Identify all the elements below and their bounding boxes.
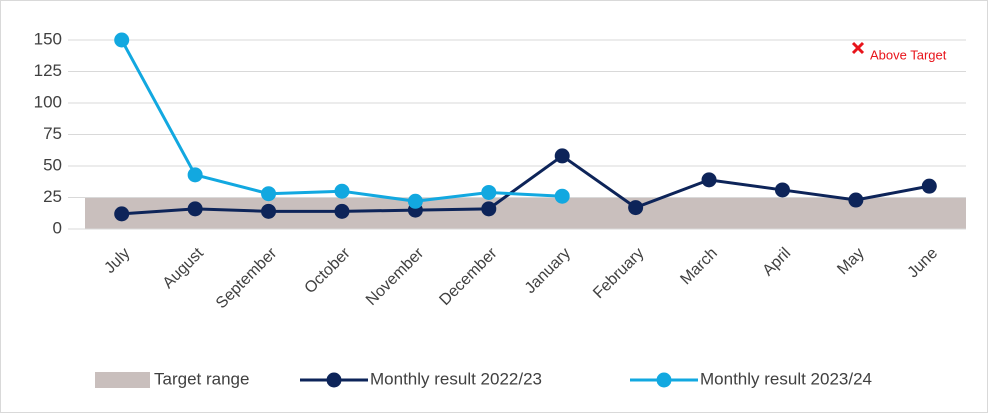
data-point bbox=[187, 167, 203, 183]
legend-label: Monthly result 2022/23 bbox=[370, 369, 542, 388]
data-point bbox=[848, 192, 864, 208]
y-tick-label: 100 bbox=[34, 92, 62, 111]
legend-label: Target range bbox=[154, 369, 249, 388]
annotation-icon bbox=[851, 41, 865, 55]
series-line bbox=[121, 154, 930, 216]
data-point bbox=[407, 193, 423, 209]
y-tick-label: 150 bbox=[34, 29, 62, 48]
y-tick-label: 75 bbox=[43, 124, 62, 143]
data-point bbox=[334, 183, 350, 199]
data-point bbox=[481, 184, 497, 200]
legend-marker bbox=[656, 372, 672, 388]
data-point bbox=[114, 32, 130, 48]
data-point bbox=[334, 203, 350, 219]
y-tick-label: 25 bbox=[43, 187, 62, 206]
data-point bbox=[114, 206, 130, 222]
data-point bbox=[554, 188, 570, 204]
data-point bbox=[554, 148, 570, 164]
data-point bbox=[701, 172, 717, 188]
annotation: Above Target bbox=[870, 47, 947, 62]
data-point bbox=[921, 178, 937, 194]
data-point bbox=[261, 203, 277, 219]
data-point bbox=[774, 182, 790, 198]
data-point bbox=[187, 201, 203, 217]
data-point bbox=[261, 186, 277, 202]
data-point bbox=[628, 200, 644, 216]
y-tick-label: 125 bbox=[34, 61, 62, 80]
y-tick-label: 50 bbox=[43, 155, 62, 174]
y-tick-label: 0 bbox=[53, 218, 62, 237]
legend-label: Monthly result 2023/24 bbox=[700, 369, 872, 388]
data-point bbox=[481, 201, 497, 217]
legend-swatch bbox=[95, 372, 150, 388]
target-band bbox=[85, 197, 966, 229]
legend-marker bbox=[326, 372, 342, 388]
